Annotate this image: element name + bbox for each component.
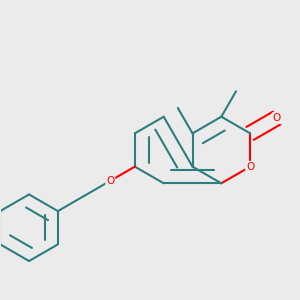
Text: O: O: [106, 176, 115, 186]
Text: O: O: [273, 113, 281, 123]
Text: O: O: [246, 162, 254, 172]
